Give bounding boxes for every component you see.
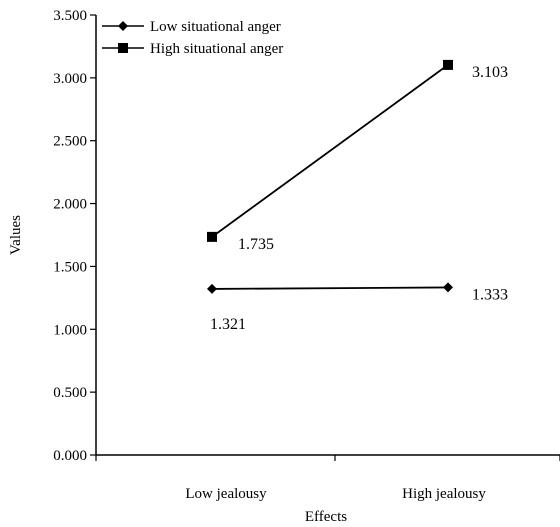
x-tick-label: High jealousy — [402, 486, 486, 502]
y-tick-label: 3.000 — [53, 71, 87, 87]
data-label: 1.321 — [210, 316, 246, 333]
series-line — [211, 64, 449, 238]
data-label: 3.103 — [472, 64, 508, 81]
y-tick-label: 0.500 — [53, 385, 87, 401]
data-point-marker — [207, 283, 217, 294]
y-tick-label: 0.000 — [53, 448, 87, 464]
y-tick-label: 3.500 — [53, 8, 87, 24]
x-ticks: Low jealousy High jealousy — [95, 455, 560, 502]
square-legend-icon — [118, 43, 128, 53]
series-group — [207, 59, 453, 294]
legend: Low situational anger High situational an… — [102, 19, 283, 57]
y-tick-label: 1.500 — [53, 259, 87, 275]
series-line — [211, 286, 449, 290]
y-axis-title: Values — [8, 215, 24, 255]
y-tick-label: 2.500 — [53, 134, 87, 150]
legend-label: High situational anger — [150, 41, 283, 57]
y-tick-label: 1.000 — [53, 322, 87, 338]
data-point-marker — [443, 59, 453, 70]
y-tick-label: 2.000 — [53, 197, 87, 213]
data-point-marker — [443, 282, 453, 293]
data-label: 1.735 — [238, 236, 274, 253]
data-label: 1.333 — [472, 286, 508, 303]
data-point-marker — [207, 231, 217, 242]
legend-label: Low situational anger — [150, 19, 281, 35]
x-axis-title: Effects — [305, 509, 347, 525]
x-tick-label: Low jealousy — [185, 486, 267, 502]
data-labels: 1.321 1.333 1.735 3.103 — [210, 64, 508, 333]
y-ticks: 0.000 0.500 1.000 1.500 2.000 2.500 3.000 3.500 — [53, 8, 96, 464]
diamond-legend-icon — [118, 21, 128, 31]
